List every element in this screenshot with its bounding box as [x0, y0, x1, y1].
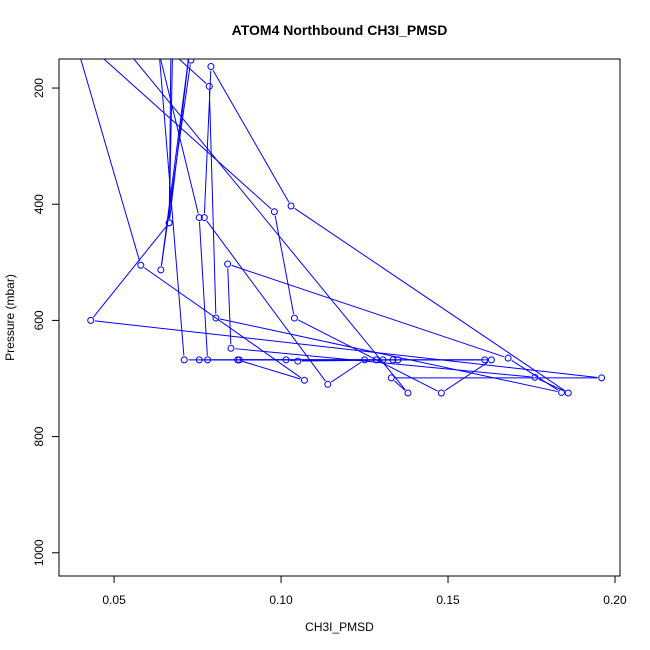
data-point: [387, 374, 395, 382]
series-line-segment: [444, 361, 489, 392]
data-point: [290, 314, 298, 322]
series-line-segment: [297, 319, 438, 392]
data-point: [487, 356, 495, 364]
series-line-segment: [274, 215, 295, 315]
data-point: [324, 380, 332, 388]
data-point: [207, 63, 215, 71]
series-line-segment: [203, 70, 212, 214]
data-point: [187, 59, 195, 64]
data-point: [300, 376, 308, 384]
series-line-segment: [103, 59, 272, 210]
data-point: [224, 260, 232, 268]
y-axis-label: Pressure (mbar): [3, 274, 17, 361]
data-point: [379, 356, 387, 364]
data-point: [282, 356, 290, 364]
x-axis: 0.05 0.10 0.15 0.20: [102, 576, 627, 607]
y-tick-label: 800: [32, 426, 46, 446]
series-line-segment: [219, 318, 558, 393]
data-point: [270, 208, 278, 216]
data-point: [372, 356, 380, 364]
data-point: [137, 261, 145, 269]
x-tick-label: 0.15: [436, 593, 460, 607]
series-line-segment: [198, 221, 208, 356]
data-point: [195, 356, 203, 364]
data-point: [558, 388, 566, 396]
y-tick-label: 600: [32, 310, 46, 330]
series-line-segment: [511, 360, 559, 391]
series-line-segment: [168, 59, 173, 219]
chart-title: ATOM4 Northbound CH3I_PMSD: [232, 22, 448, 38]
data-point: [531, 373, 539, 381]
series-line-segment: [206, 220, 326, 382]
data-point: [165, 219, 173, 227]
series-line-segment: [92, 225, 167, 318]
series-line-segment: [331, 361, 362, 383]
data-point: [394, 356, 402, 364]
data-point: [361, 356, 369, 364]
data-point: [227, 344, 235, 352]
series-line-segment: [159, 59, 185, 356]
x-axis-label: CH3I_PMSD: [305, 620, 374, 634]
y-tick-label: 200: [32, 78, 46, 98]
series-group: [80, 59, 606, 397]
series-line-segment: [80, 59, 141, 262]
data-point: [564, 389, 572, 397]
data-point: [212, 314, 220, 322]
series-line-segment: [394, 380, 406, 391]
series-line-segment: [133, 59, 406, 391]
series-line-segment: [231, 264, 505, 358]
series-line-segment: [208, 90, 217, 314]
series-line-segment: [227, 268, 232, 345]
data-point: [195, 214, 203, 222]
series-line-segment: [538, 378, 565, 392]
data-point: [180, 356, 188, 364]
series-line-segment: [178, 59, 207, 84]
y-tick-label: 1000: [32, 539, 46, 566]
series-line-segment: [212, 69, 290, 203]
series-line-segment: [160, 59, 199, 214]
x-tick-label: 0.20: [603, 593, 627, 607]
data-point: [504, 354, 512, 362]
data-point: [200, 214, 208, 222]
data-point: [389, 356, 397, 364]
x-tick-label: 0.05: [102, 593, 126, 607]
data-point: [437, 389, 445, 397]
data-point: [287, 202, 295, 210]
y-axis: 200 400 600 800 1000: [32, 78, 59, 566]
series-line-segment: [294, 207, 566, 392]
plot-area: [80, 59, 606, 397]
data-point: [598, 374, 606, 382]
series-line-segment: [94, 320, 598, 378]
data-point: [87, 316, 95, 324]
data-point: [205, 82, 213, 90]
data-point: [235, 356, 243, 364]
data-point: [404, 389, 412, 397]
data-point: [157, 266, 165, 274]
data-point: [294, 357, 302, 365]
data-point: [204, 356, 212, 364]
series-line-segment: [241, 360, 301, 380]
plot-frame: [58, 58, 621, 577]
x-tick-label: 0.10: [269, 593, 293, 607]
data-point: [481, 356, 489, 364]
y-tick-label: 400: [32, 194, 46, 214]
